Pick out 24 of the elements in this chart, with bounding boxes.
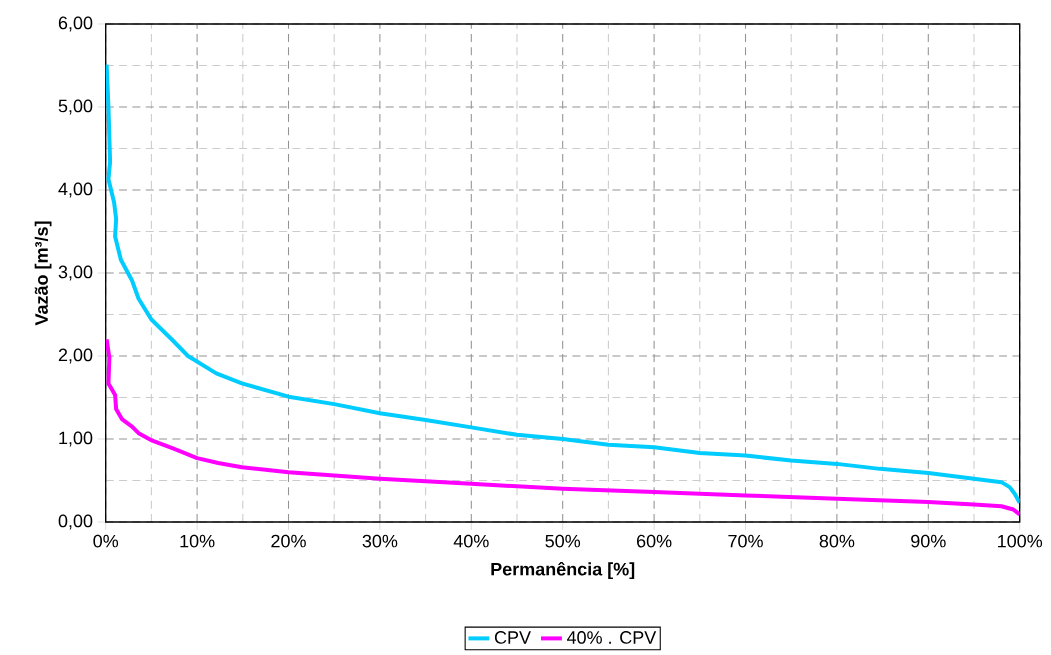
x-tick-label: 30% — [362, 534, 398, 548]
x-tick-label: 60% — [637, 534, 672, 548]
y-tick-label: 1,00 — [59, 431, 93, 447]
x-tick-label: 70% — [728, 534, 763, 548]
line-series — [105, 337, 1020, 517]
y-axis-title: Vazão [m³/s] — [34, 221, 52, 326]
y-tick-label: 6,00 — [58, 16, 93, 32]
x-axis-title: Permanência [%] — [491, 561, 635, 580]
x-tick-label: 90% — [911, 534, 946, 548]
y-tick-label: 0,00 — [58, 514, 93, 530]
y-tick-label: 2,00 — [58, 348, 93, 364]
legend-label: CPV — [494, 631, 531, 644]
x-tick-label: 10% — [180, 534, 215, 548]
x-tick-label: 0% — [93, 534, 119, 548]
x-tick-label: 20% — [271, 534, 306, 548]
x-tick-label: 100% — [998, 534, 1043, 548]
line-series — [105, 62, 1020, 505]
y-tick-label: 4,00 — [58, 182, 93, 198]
x-tick-label: 80% — [819, 534, 855, 548]
y-tick-label: 5,00 — [58, 99, 93, 115]
legend-label: 40% . CPV — [566, 631, 657, 644]
y-tick-label: 3,00 — [58, 265, 93, 281]
x-tick-label: 50% — [545, 534, 581, 548]
x-tick-label: 40% — [453, 534, 489, 548]
